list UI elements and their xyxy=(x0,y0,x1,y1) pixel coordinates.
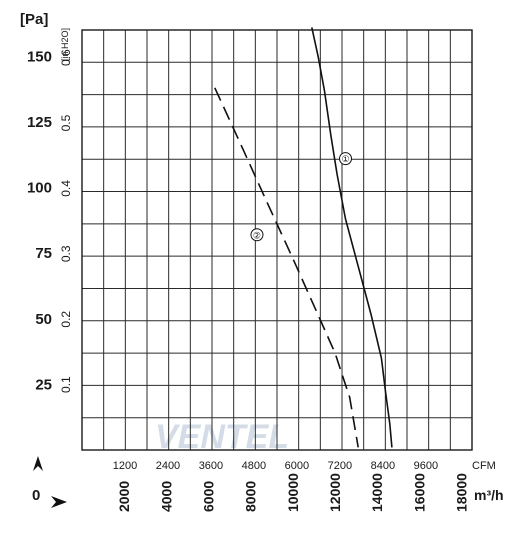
m3h-tick-label: 8000 xyxy=(243,481,259,512)
m3h-tick-label: 4000 xyxy=(158,481,174,512)
inh2o-tick-label: 0.4 xyxy=(59,180,73,197)
cfm-tick-label: 2400 xyxy=(156,460,180,472)
cfm-tick-label: 7200 xyxy=(328,460,352,472)
inh2o-tick-label: 0.2 xyxy=(59,311,73,328)
cfm-tick-label: 3600 xyxy=(199,460,223,472)
pa-tick-label: 75 xyxy=(35,245,52,262)
inh2o-tick-label: 0.6 xyxy=(59,49,73,66)
curve-series-2 xyxy=(214,87,359,448)
series-label: ② xyxy=(253,230,261,240)
pa-unit-label: [Pa] xyxy=(20,11,48,28)
series-marker-circle xyxy=(250,228,264,242)
cfm-tick-label: 1200 xyxy=(113,460,137,472)
grid: VENTEL xyxy=(81,29,473,456)
pa-tick-label: 150 xyxy=(27,48,52,65)
cfm-tick-label: 6000 xyxy=(285,460,309,472)
m3h-tick-label: 14000 xyxy=(369,473,385,512)
pa-tick-label: 25 xyxy=(35,376,52,393)
labels: 150 125 100 75 50 25 0.6 0.5 0.4 0.3 0.2 0.1 [Pa] [in… xyxy=(20,11,504,512)
m3h-tick-label: 6000 xyxy=(200,481,216,512)
x-direction-arrow-icon xyxy=(51,496,67,508)
curve-series-1 xyxy=(311,27,393,448)
series-label: ① xyxy=(341,154,349,164)
pa-tick-label: 50 xyxy=(35,311,52,328)
m3h-tick-label: 10000 xyxy=(285,473,301,512)
pa-tick-label: 100 xyxy=(27,180,52,197)
m3h-unit-label: m³/h xyxy=(474,487,504,503)
inh2o-tick-label: 0.5 xyxy=(59,114,73,131)
cfm-unit-label: CFM xyxy=(472,460,496,472)
inh2o-unit-label: [in.H2O] xyxy=(60,28,70,61)
plot-frame xyxy=(81,29,473,451)
m3h-tick-label: 16000 xyxy=(411,473,427,512)
inh2o-tick-label: 0.3 xyxy=(59,245,73,262)
origin-label: 0 xyxy=(32,487,40,504)
m3h-tick-label: 12000 xyxy=(327,473,343,512)
y-direction-arrow-icon xyxy=(33,456,43,471)
inh2o-tick-label: 0.1 xyxy=(59,376,73,393)
series-marker-circle xyxy=(339,152,353,166)
cfm-tick-label: 9600 xyxy=(414,460,438,472)
cfm-tick-label: 8400 xyxy=(371,460,395,472)
m3h-tick-label: 18000 xyxy=(453,473,469,512)
pa-tick-label: 125 xyxy=(27,114,52,131)
m3h-tick-label: 2000 xyxy=(116,481,132,512)
curves xyxy=(214,27,393,448)
cfm-tick-label: 4800 xyxy=(242,460,266,472)
